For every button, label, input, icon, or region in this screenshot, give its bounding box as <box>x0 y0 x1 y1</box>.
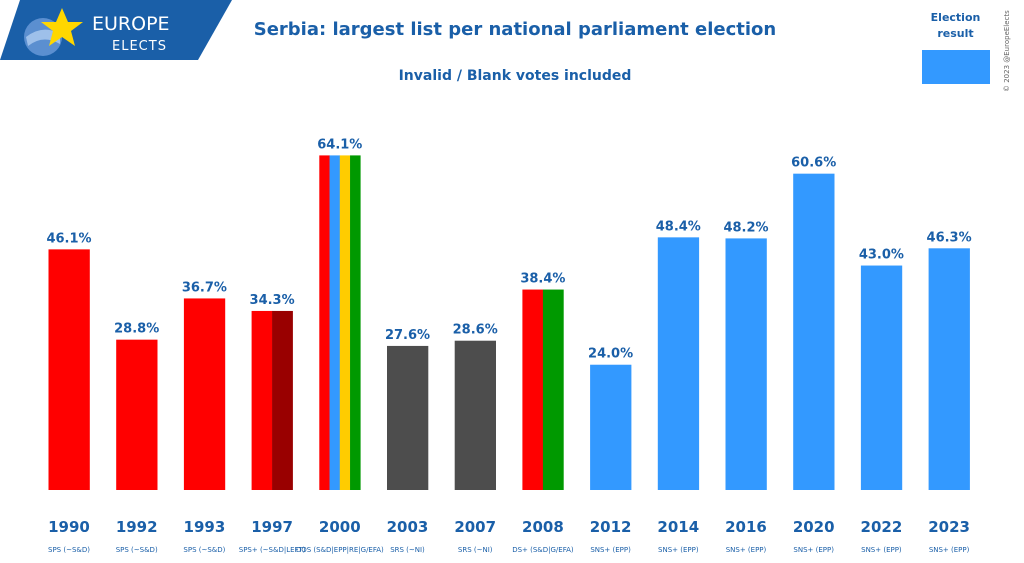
chart-subtitle: Invalid / Blank votes included <box>398 68 632 84</box>
value-label: 60.6% <box>791 156 836 171</box>
legend-label-line2: result <box>937 27 974 40</box>
year-label: 2016 <box>725 518 767 536</box>
value-label: 28.8% <box>114 322 159 337</box>
value-label: 43.0% <box>859 248 904 263</box>
party-label: SPS (~S&D) <box>116 546 158 554</box>
globe-band <box>26 29 60 46</box>
value-label: 38.4% <box>520 272 565 287</box>
party-label: SPS (~S&D) <box>48 546 90 554</box>
bar-group-2003: 27.6% 2003 SRS (~NI) <box>385 328 430 554</box>
party-label: SNS+ (EPP) <box>929 546 970 554</box>
bar-group-2020: 60.6% 2020 SNS+ (EPP) <box>791 156 836 554</box>
bar-group-1993: 36.7% 1993 SPS (~S&D) <box>182 280 227 554</box>
value-label: 34.3% <box>250 293 295 308</box>
legend: Election result <box>918 10 993 84</box>
bar-group-1990: 46.1% 1990 SPS (~S&D) <box>46 231 91 554</box>
value-label: 48.4% <box>656 219 701 234</box>
bar-2000-segment-1 <box>319 155 330 490</box>
party-label: SRS (~NI) <box>458 546 493 554</box>
legend-label-line1: Election <box>930 11 981 24</box>
bar-1993 <box>183 298 226 490</box>
bar-2000-segment-4 <box>350 155 361 490</box>
party-label: DS+ (S&D|G/EFA) <box>512 546 574 554</box>
bar-2014 <box>657 237 700 490</box>
year-label: 2014 <box>657 518 699 536</box>
year-label: 1993 <box>184 518 226 536</box>
party-label: SNS+ (EPP) <box>590 546 631 554</box>
bar-1990 <box>48 249 90 490</box>
bar-group-1997: 34.3% 1997 SPS+ (~S&D|LEFT) <box>239 293 306 554</box>
party-label: SPS (~S&D) <box>183 546 225 554</box>
party-label: SPS+ (~S&D|LEFT) <box>239 546 306 554</box>
year-label: 2007 <box>454 518 496 536</box>
bar-group-2007: 28.6% 2007 SRS (~NI) <box>453 323 498 554</box>
bar-1997-segment-1 <box>251 310 273 490</box>
bar-group-2023: 46.3% 2023 SNS+ (EPP) <box>927 230 972 554</box>
legend-swatch <box>921 50 990 84</box>
year-label: 1992 <box>116 518 158 536</box>
bar-group-2022: 43.0% 2022 SNS+ (EPP) <box>859 248 904 554</box>
bar-group-2012: 24.0% 2012 SNS+ (EPP) <box>588 347 633 554</box>
value-label: 46.1% <box>46 231 91 246</box>
party-label: SNS+ (EPP) <box>793 546 834 554</box>
bar-2008-segment-2 <box>542 289 564 490</box>
bar-2008-segment-1 <box>522 289 544 490</box>
year-label: 2008 <box>522 518 564 536</box>
value-label: 24.0% <box>588 347 633 362</box>
logo-text-elects: ELECTS <box>112 39 167 54</box>
value-label: 27.6% <box>385 328 430 343</box>
party-label: SNS+ (EPP) <box>658 546 699 554</box>
chart-title: Serbia: largest list per national parlia… <box>253 19 777 40</box>
value-label: 46.3% <box>927 230 972 245</box>
year-label: 1990 <box>48 518 90 536</box>
bar-2020 <box>793 173 835 491</box>
year-label: 1997 <box>251 518 293 536</box>
bar-group-2000: 64.1% 2000 DOS (S&D|EPP|RE|G/EFA) <box>296 137 384 554</box>
value-label: 36.7% <box>182 280 227 295</box>
star-icon <box>41 8 83 46</box>
value-label: 64.1% <box>317 137 362 152</box>
bar-group-1992: 28.8% 1992 SPS (~S&D) <box>114 322 159 554</box>
party-label: SRS (~NI) <box>390 546 425 554</box>
year-label: 2022 <box>861 518 903 536</box>
value-label: 48.2% <box>723 220 768 235</box>
value-label: 28.6% <box>453 323 498 338</box>
logo-text-europe: EUROPE <box>92 13 170 35</box>
year-label: 2012 <box>590 518 632 536</box>
bar-2023 <box>928 248 970 490</box>
year-label: 2003 <box>387 518 429 536</box>
party-label: DOS (S&D|EPP|RE|G/EFA) <box>296 546 384 554</box>
party-label: SNS+ (EPP) <box>726 546 767 554</box>
bar-group-2016: 48.2% 2016 SNS+ (EPP) <box>723 220 768 554</box>
bar-group-2008: 38.4% 2008 DS+ (S&D|G/EFA) <box>512 272 574 554</box>
bar-2000-segment-3 <box>339 155 351 490</box>
party-label: SNS+ (EPP) <box>861 546 902 554</box>
bar-2022 <box>860 265 903 490</box>
bar-2003 <box>387 345 429 490</box>
europe-elects-logo: EUROPE ELECTS <box>0 0 232 60</box>
bar-group-2014: 48.4% 2014 SNS+ (EPP) <box>656 219 701 554</box>
bar-1992 <box>116 339 158 490</box>
bar-2012 <box>590 364 632 490</box>
bar-2000-segment-2 <box>329 155 341 490</box>
bar-2016 <box>725 238 767 490</box>
bar-1997-segment-2 <box>272 310 293 490</box>
year-label: 2000 <box>319 518 361 536</box>
year-label: 2023 <box>928 518 970 536</box>
year-label: 2020 <box>793 518 835 536</box>
bar-2007 <box>454 340 496 490</box>
